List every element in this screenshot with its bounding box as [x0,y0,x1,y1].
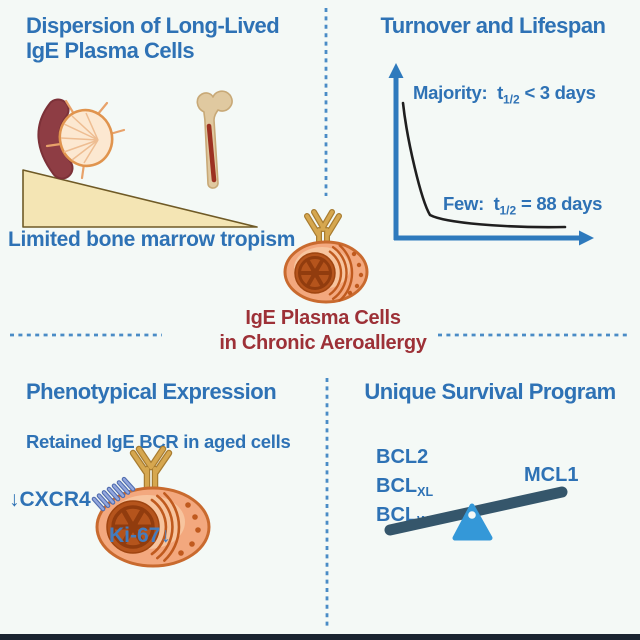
dispersion-title-line1: Dispersion of Long-Lived [26,13,280,38]
cell-nucleus [294,252,336,294]
bone-marrow-stripe [206,123,217,183]
bclxl-label: BCLXL [376,475,434,499]
bcl2-label: BCL2 [376,446,429,468]
plasma-cell-icon [283,209,369,304]
y-axis-arrowhead [388,63,404,78]
majority-prefix: Majority: t [413,82,503,103]
seesaw-fulcrum [452,503,493,541]
decay-curve-icon [388,63,594,246]
fulcrum-pivot-hole [468,511,476,519]
cxcr4-receptor-icon [91,476,136,512]
lymph-node-icon [45,99,126,180]
bottom-edge-bar [0,634,640,640]
few-suffix: = 88 days [516,193,603,214]
few-prefix: Few: t [443,193,500,214]
dispersion-title: Dispersion of Long-Lived IgE Plasma Cell… [26,13,280,63]
endoplasmic-reticulum [150,492,181,562]
cell-nucleus [106,500,160,554]
ribosome-dots [178,502,201,556]
few-subscript: 1/2 [499,203,517,218]
majority-suffix: < 3 days [519,82,596,103]
dispersion-title-line2: IgE Plasma Cells [26,37,195,63]
ribosome-dots [347,251,364,296]
gradient-wedge-icon [22,169,258,228]
seesaw-icon [384,486,568,541]
majority-subscript: 1/2 [502,92,520,107]
bone-marrow-tropism-illustration [22,90,258,228]
x-axis-arrowhead [579,230,594,246]
figure-caption-line1: IgE Plasma Cells [245,307,401,329]
aged-plasma-cell-icon [91,445,211,568]
survival-title: Unique Survival Program [364,379,616,404]
figure-caption-line2: in Chronic Aeroallergy [219,332,427,354]
spleen-icon [37,98,74,180]
femur-bone-icon [196,90,233,189]
bcr-subtitle: Retained IgE BCR in aged cells [26,431,291,452]
cxcr4-down-label: ↓CXCR4 [9,488,91,511]
majority-halflife-label: Majority: t1/2 < 3 days [413,82,596,107]
ki67-down-label: Ki-67↓ [109,524,171,547]
figure-main-caption: IgE Plasma Cells in Chronic Aeroallergy [158,306,488,356]
mcl1-label: MCL1 [524,464,579,486]
endoplasmic-reticulum [328,244,354,302]
survival-decay-curve [401,101,567,229]
bone-marrow-caption: Limited bone marrow tropism [8,228,296,251]
phenotype-title: Phenotypical Expression [26,379,277,404]
turnover-title: Turnover and Lifespan [380,13,606,38]
few-halflife-label: Few: t1/2 = 88 days [443,193,602,218]
